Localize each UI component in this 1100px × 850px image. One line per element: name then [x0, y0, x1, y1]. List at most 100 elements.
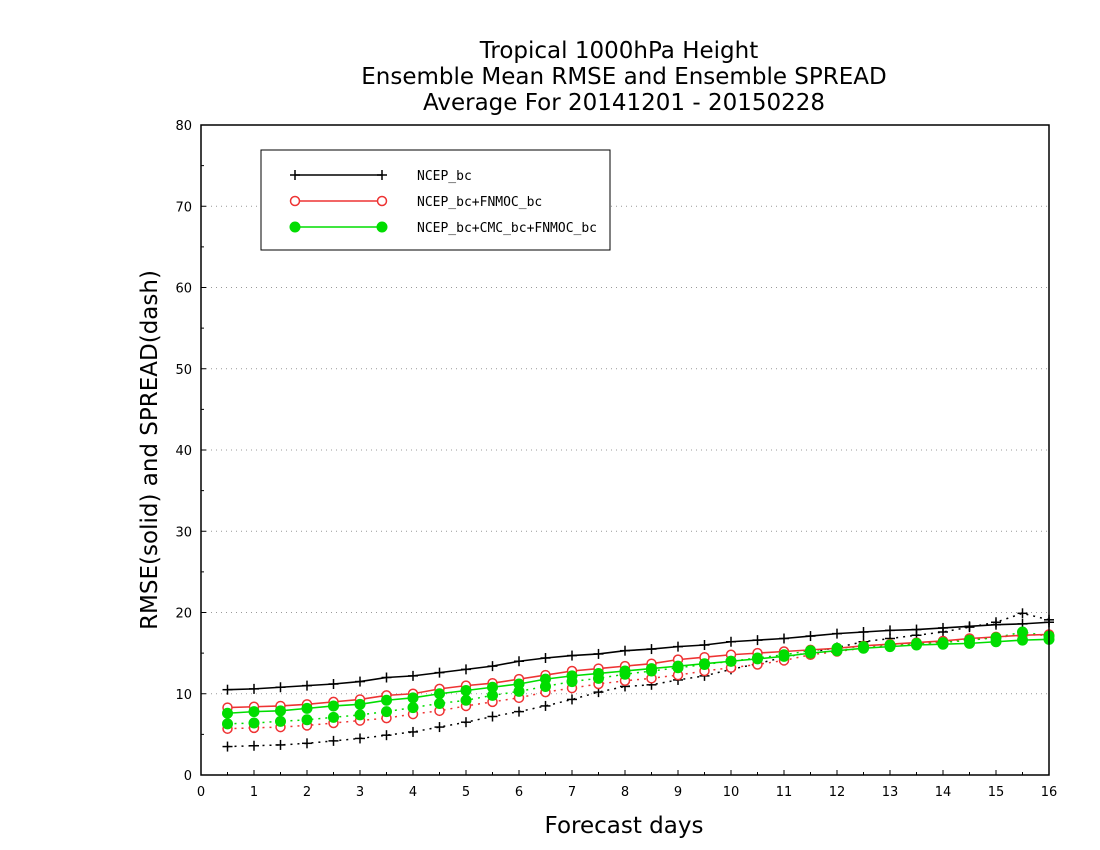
y-tick-label-60: 60 [175, 282, 192, 297]
series-2-rmse-point [725, 655, 737, 667]
series-2-spread-point [248, 717, 260, 729]
series-2-rmse-point [672, 660, 684, 672]
chart-title-line-3: Average For 20141201 - 20150228 [423, 90, 825, 116]
series-0-rmse-point [752, 635, 763, 646]
series-2-spread-point [434, 698, 445, 709]
x-tick-label-16: 16 [1041, 785, 1058, 800]
series-2-spread-point [275, 715, 286, 727]
legend-box [260, 149, 611, 251]
legend-marker-start-1 [289, 195, 301, 207]
series-2-rmse-point [964, 637, 975, 649]
data-markers [222, 608, 1055, 752]
series-0-rmse-point [593, 648, 604, 659]
y-tick-label-0: 0 [184, 769, 192, 784]
series-0-rmse-point [434, 667, 445, 678]
chart-title-line-1: Tropical 1000hPa Height [479, 38, 759, 64]
legend-marker-end-0 [377, 170, 387, 180]
series-0-spread-point [540, 700, 551, 711]
legend-marker-end-1 [376, 195, 388, 207]
x-tick-label-12: 12 [829, 785, 846, 800]
series-2-rmse-point [858, 642, 869, 654]
series-0-rmse-point [461, 664, 471, 675]
y-tick-label-10: 10 [175, 688, 192, 703]
series-0-spread-point [434, 722, 445, 733]
series-0-rmse-point [567, 650, 577, 661]
series-0-spread-point [355, 733, 365, 744]
series-0-spread-point [1017, 608, 1028, 619]
series-2-rmse-point [354, 698, 366, 710]
series-0-rmse-point [540, 653, 551, 663]
x-tick-label-15: 15 [988, 785, 1005, 800]
x-tick-label-0: 0 [197, 785, 205, 800]
series-0-rmse-point [620, 645, 630, 656]
series-0-spread-point [249, 740, 259, 751]
series-0-rmse-point [302, 680, 312, 691]
series-0-rmse-point [328, 679, 339, 689]
series-0-rmse-point [885, 625, 895, 636]
series-2-rmse-point [275, 705, 286, 717]
chart-title-line-2: Ensemble Mean RMSE and Ensemble SPREAD [361, 64, 886, 90]
x-tick-label-4: 4 [409, 785, 417, 800]
legend-label-2: NCEP_bc+CMC_bc+FNMOC_bc [417, 221, 597, 236]
x-tick-label-7: 7 [568, 785, 576, 800]
series-0-rmse-point [487, 661, 498, 672]
series-0-spread-point [222, 741, 233, 752]
series-0-rmse-point [673, 641, 683, 652]
x-tick-label-5: 5 [462, 785, 470, 800]
series-0-spread-point [328, 735, 339, 746]
series-0-spread-point [514, 706, 524, 717]
series-2-rmse-point [1017, 634, 1028, 646]
x-axis-ticks: 0 1 2 3 4 5 6 7 8 9 10 11 12 13 14 15 16 [197, 770, 1057, 800]
series-0-rmse-point [726, 636, 736, 647]
series-0-rmse-point [964, 621, 975, 632]
series-0-rmse-point [514, 656, 524, 667]
series-2-rmse-point [301, 702, 313, 714]
x-tick-label-6: 6 [515, 785, 523, 800]
y-tick-label-20: 20 [175, 607, 192, 622]
series-0-rmse-point [249, 683, 259, 694]
series-2-rmse-point [884, 641, 896, 653]
series-0-spread-point [461, 717, 471, 728]
y-tick-label-80: 80 [175, 119, 192, 134]
series-2-rmse-point [911, 639, 922, 651]
series-2-rmse-point [752, 653, 763, 665]
series-2-rmse-point [619, 665, 631, 677]
series-1-spread-line [227, 633, 1050, 730]
series-0-rmse-point [779, 633, 789, 644]
y-axis-ticks: 0 10 20 30 40 50 60 70 80 [175, 119, 206, 784]
series-0-rmse-point [381, 672, 392, 683]
x-tick-label-14: 14 [935, 785, 952, 800]
series-2-rmse-point [593, 667, 604, 679]
series-0-spread-point [381, 730, 392, 741]
series-2-spread-point [301, 714, 313, 726]
series-2-spread-point [407, 702, 419, 714]
x-tick-label-11: 11 [776, 785, 793, 800]
series-0-spread-point [408, 726, 418, 737]
x-tick-label-8: 8 [621, 785, 629, 800]
series-2-rmse-point [990, 636, 1002, 648]
series-2-rmse-point [381, 694, 392, 706]
legend-marker-start-2 [289, 221, 301, 233]
x-axis-label: Forecast days [545, 813, 704, 839]
series-2-rmse-point [699, 658, 710, 670]
series-2-rmse-point [460, 685, 472, 696]
series-0-rmse-point [355, 676, 365, 687]
series-0-rmse-point [911, 624, 922, 635]
series-2-rmse-point [646, 663, 657, 675]
legend: NCEP_bc NCEP_bc+FNMOC_bc NCEP_bc+CMC_bc+FN… [260, 149, 611, 251]
series-2-rmse-point [328, 700, 339, 712]
series-0-rmse-point [646, 644, 657, 655]
series-2-rmse-point [248, 706, 260, 718]
series-2-rmse-point [566, 670, 578, 682]
series-2-spread-line [227, 631, 1050, 725]
series-2-rmse-point [831, 645, 843, 657]
y-axis-label: RMSE(solid) and SPREAD(dash) [137, 270, 163, 630]
series-0-rmse-point [858, 627, 869, 637]
series-2-spread-point [460, 694, 472, 706]
chart-title: Tropical 1000hPa Height Ensemble Mean RM… [361, 38, 886, 116]
series-0-rmse-point [991, 619, 1001, 630]
series-2-rmse-point [487, 681, 498, 693]
series-2-rmse-point [513, 678, 525, 690]
series-2-rmse-point [222, 707, 233, 719]
legend-marker-end-2 [376, 221, 388, 233]
